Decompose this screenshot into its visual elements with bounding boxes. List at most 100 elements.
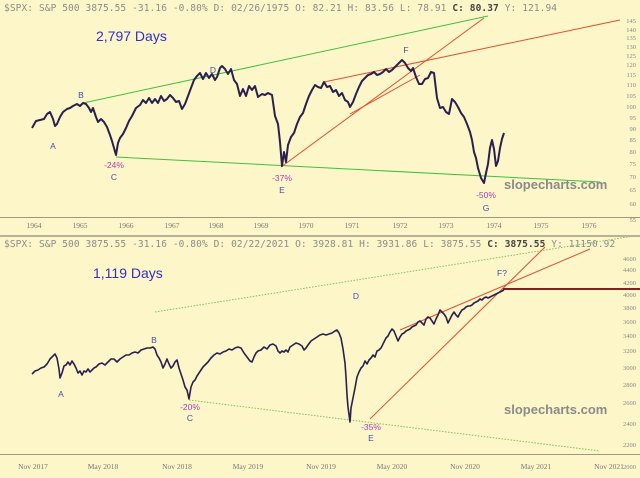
y-tick: 4200 xyxy=(623,280,636,287)
y-tick: 3600 xyxy=(623,319,636,326)
low-label: L: xyxy=(423,239,435,250)
chart-panel-1975: $SPX: S&P 500 3875.55 -31.16 -0.80% D: 0… xyxy=(0,0,640,235)
y-tick: 120 xyxy=(626,62,636,69)
days-annotation: 2,797 Days xyxy=(96,28,167,44)
price-plot-top[interactable] xyxy=(0,0,640,235)
y-tick: 3400 xyxy=(623,333,636,340)
change-pct: -0.80% xyxy=(172,239,208,250)
open-label: O: xyxy=(295,239,307,250)
spacer-line xyxy=(155,244,640,312)
x-tick: 1971 xyxy=(344,221,360,230)
y-tick: 4000 xyxy=(623,292,636,299)
x-tick: 1966 xyxy=(118,221,134,230)
y-tick: 100 xyxy=(626,104,636,111)
y-tick: 105 xyxy=(626,93,636,100)
y-tick: 135 xyxy=(626,35,636,42)
wave-label-g: G xyxy=(482,203,490,213)
date-label: D: xyxy=(213,3,226,14)
x-tick: Nov 2019 xyxy=(306,462,336,471)
y-value: 121.94 xyxy=(522,3,558,14)
wedge-top-trendline xyxy=(323,19,621,83)
pct-label-e: -35% xyxy=(361,422,381,432)
days-annotation: 1,119 Days xyxy=(93,265,163,281)
rising-trendline xyxy=(280,17,485,168)
x-tick: 1972 xyxy=(392,221,408,230)
pct-label-g: -50% xyxy=(476,190,496,200)
y-tick: 140 xyxy=(626,27,636,34)
high-value: 83.56 xyxy=(364,3,395,14)
open-label: O: xyxy=(295,3,307,14)
y-tick: 3200 xyxy=(623,348,636,355)
wave-label-c: C xyxy=(186,413,194,423)
y-tick: 2800 xyxy=(623,382,636,389)
watermark: slopecharts.com xyxy=(504,177,608,192)
y-tick: 115 xyxy=(626,72,636,79)
chart-panel-2021: $SPX: S&P 500 3875.55 -31.16 -0.80% D: 0… xyxy=(0,235,640,476)
y-label: Y: xyxy=(504,3,517,14)
open-value: 3928.81 xyxy=(312,239,354,250)
wave-label-d: D xyxy=(352,291,360,301)
date-value: 02/22/2021 xyxy=(231,239,290,250)
x-tick: 1968 xyxy=(208,221,224,230)
quote-header-bottom: $SPX: S&P 500 3875.55 -31.16 -0.80% D: 0… xyxy=(4,239,615,250)
pct-label-e: -37% xyxy=(272,173,292,183)
symbol: $SPX: xyxy=(4,239,34,250)
wave-label-e: E xyxy=(279,185,285,195)
date-label: D: xyxy=(213,239,226,250)
x-tick: 1974 xyxy=(486,221,502,230)
open-value: 82.21 xyxy=(312,3,342,14)
y-label: Y: xyxy=(551,239,563,250)
x-tick: Nov 2020 xyxy=(450,462,480,471)
close-label: C: xyxy=(452,3,464,14)
y-tick: 125 xyxy=(626,53,636,60)
rising-trendline xyxy=(369,246,546,420)
x-tick: 1976 xyxy=(581,221,597,230)
high-label: H: xyxy=(359,239,371,250)
x-tick: 1970 xyxy=(298,221,314,230)
x-tick: May 2021 xyxy=(520,462,552,471)
x-axis-line xyxy=(0,454,640,455)
y-tick: 70 xyxy=(629,174,637,181)
y-tick: 95 xyxy=(629,115,637,122)
x-tick: May 2019 xyxy=(232,462,264,471)
wave-label-a: A xyxy=(50,141,56,151)
y-tick: 90 xyxy=(629,126,637,133)
pct-label-c: -24% xyxy=(104,160,124,170)
wave-label-b: B xyxy=(78,90,84,100)
y-tick: 3800 xyxy=(623,305,636,312)
y-value: 11150.92 xyxy=(568,239,616,250)
y-tick: 3000 xyxy=(623,365,636,372)
y-tick: 60 xyxy=(629,201,637,208)
x-tick: 1975 xyxy=(533,221,549,230)
y-tick: 2600 xyxy=(623,400,636,407)
y-tick: 4600 xyxy=(623,256,636,263)
wave-label-b: B xyxy=(151,335,157,345)
x-tick: Nov 2017 xyxy=(18,462,48,471)
wave-label-e: E xyxy=(368,433,374,443)
price-plot-bottom[interactable] xyxy=(0,237,640,478)
wave-label-d: D xyxy=(209,65,217,75)
y-tick: 85 xyxy=(629,137,637,144)
wave-label-f: F xyxy=(403,45,409,55)
upper-trendline xyxy=(82,15,489,104)
y-tick: 110 xyxy=(626,82,636,89)
lower-trendline xyxy=(115,156,601,183)
y-tick: 145 xyxy=(626,18,636,25)
y-tick: 4400 xyxy=(623,267,636,274)
x-axis-line xyxy=(0,217,640,218)
wave-label-f: F? xyxy=(497,268,507,278)
y-tick: 65 xyxy=(629,187,637,194)
x-tick: May 2020 xyxy=(376,462,408,471)
y-tick: 80 xyxy=(629,149,637,156)
price-line xyxy=(31,289,505,423)
quote-header-top: $SPX: S&P 500 3875.55 -31.16 -0.80% D: 0… xyxy=(4,3,557,14)
low-value: 3875.55 xyxy=(440,239,482,250)
x-tick: 1965 xyxy=(72,221,88,230)
upper-dotted-trendline xyxy=(154,237,631,313)
last-price: 3875.55 xyxy=(85,239,127,250)
x-tick: 1964 xyxy=(26,221,42,230)
high-value: 3931.86 xyxy=(376,239,418,250)
y-tick: 55 xyxy=(629,217,637,224)
change: -31.16 xyxy=(132,3,168,14)
symbol: $SPX: xyxy=(4,3,34,14)
